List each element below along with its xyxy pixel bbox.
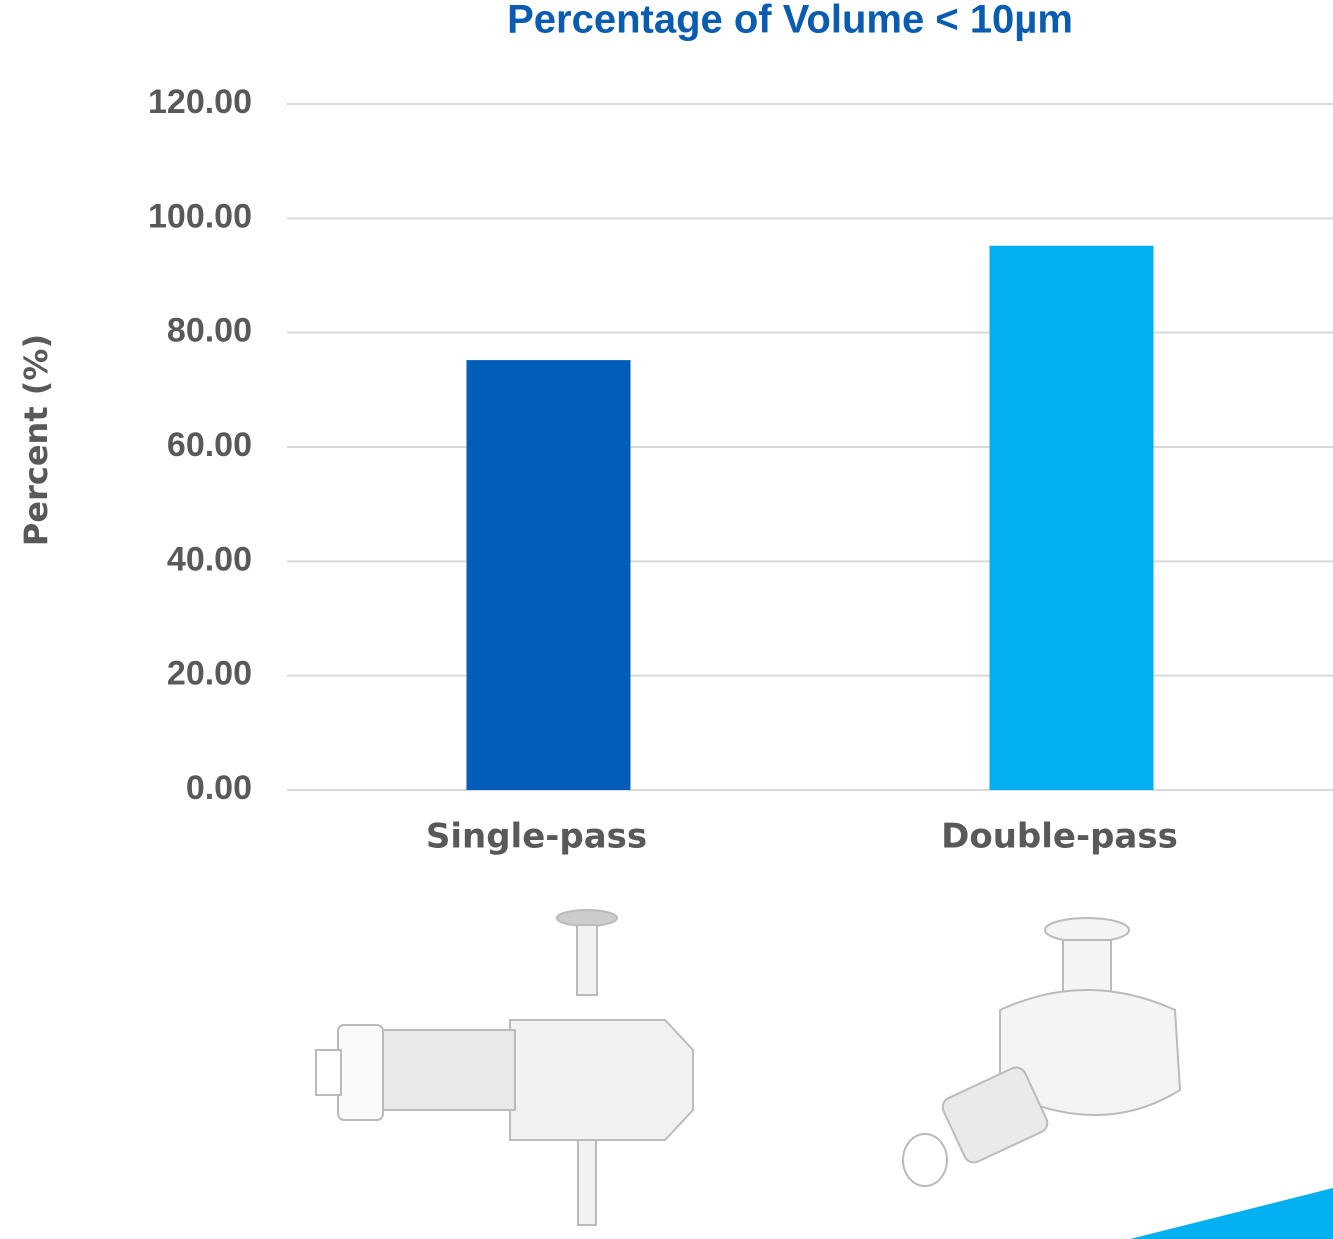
y-axis-label: Percent (%) bbox=[17, 334, 55, 546]
single-pass-nebulizer bbox=[315, 909, 694, 1226]
y-tick-label: 40.00 bbox=[167, 540, 252, 578]
y-tick-label: 0.00 bbox=[186, 769, 252, 807]
y-tick-label: 100.00 bbox=[148, 197, 252, 235]
x-tick-label: Single-pass bbox=[426, 817, 647, 857]
y-tick-label: 20.00 bbox=[167, 655, 252, 693]
y-tick-label: 120.00 bbox=[148, 83, 252, 121]
y-tick-label: 80.00 bbox=[167, 312, 252, 350]
y-tick-label: 60.00 bbox=[167, 426, 252, 464]
bar bbox=[466, 360, 631, 790]
double-pass-nebulizer bbox=[902, 917, 1182, 1187]
chart-title: Percentage of Volume < 10µm bbox=[507, 0, 1073, 42]
corner-decoration bbox=[1130, 1188, 1333, 1239]
bar bbox=[989, 245, 1154, 791]
x-tick-label: Double-pass bbox=[941, 817, 1178, 857]
